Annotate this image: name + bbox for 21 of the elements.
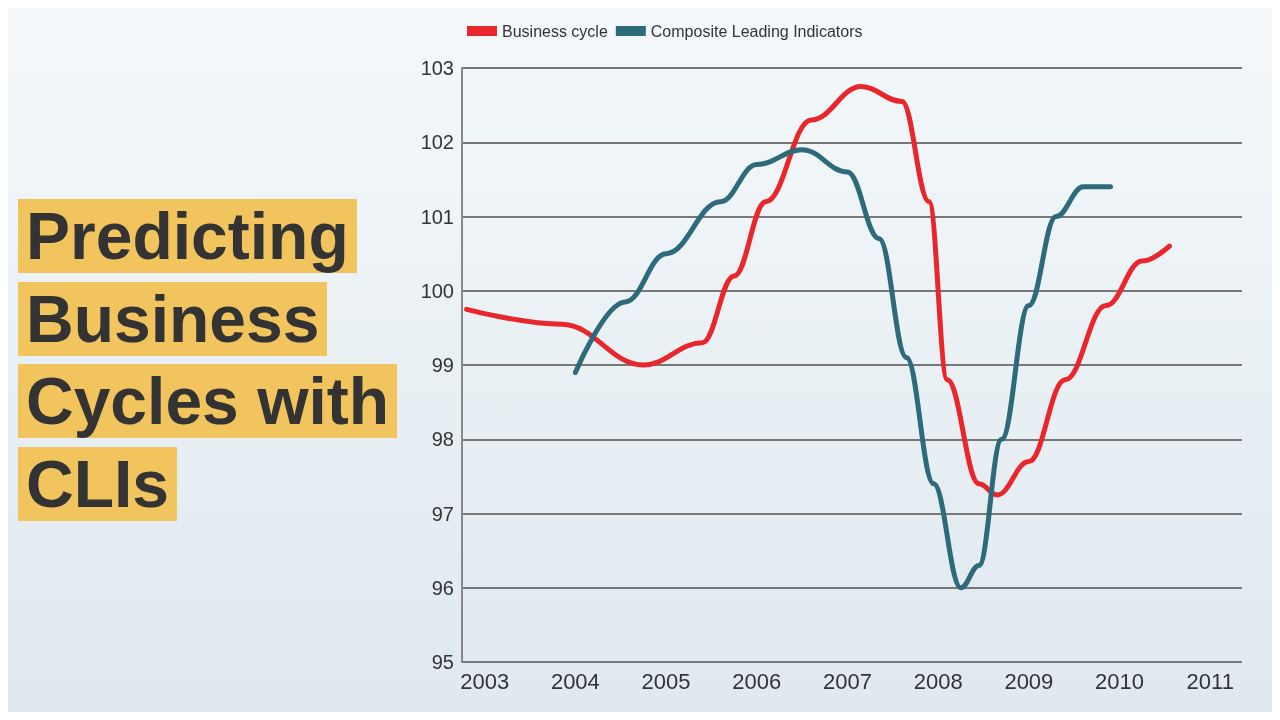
y-tick-label: 102	[420, 131, 454, 154]
y-tick-label: 98	[431, 428, 454, 451]
y-tick-label: 95	[431, 651, 454, 673]
x-tick-label: 2010	[1095, 668, 1145, 694]
y-tick-label: 100	[420, 279, 454, 302]
x-tick-label: 2009	[1004, 668, 1054, 694]
y-tick-label: 96	[431, 576, 454, 599]
x-tick-label: 2006	[732, 668, 782, 694]
x-tick-label: 2005	[641, 668, 691, 694]
x-tick-label: 2008	[913, 668, 963, 694]
y-tick-label: 101	[420, 205, 454, 228]
x-tick-label: 2003	[460, 668, 510, 694]
y-tick-label: 103	[420, 57, 454, 79]
legend-label: Composite Leading Indicators	[650, 22, 863, 40]
legend-label: Business cycle	[501, 22, 608, 40]
x-tick-label: 2004	[550, 668, 600, 694]
x-tick-label: 2007	[822, 668, 872, 694]
y-tick-label: 99	[431, 354, 454, 376]
y-tick-label: 97	[431, 502, 454, 525]
x-tick-label: 2011	[1186, 668, 1234, 694]
text: Predicting Business Cycles with CLIs	[18, 199, 398, 521]
